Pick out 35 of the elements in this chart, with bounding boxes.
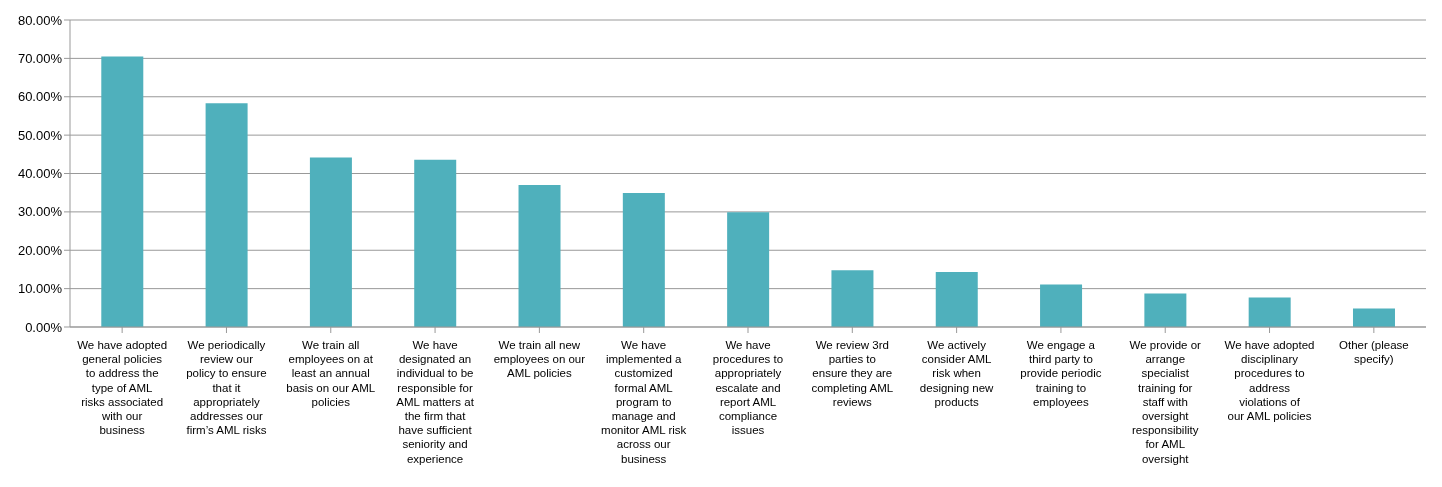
x-tick-label: We periodically review our policy to ensure that it appropriately addresses our firm’s AML risks xyxy=(186,339,267,437)
bar xyxy=(622,193,665,327)
bar xyxy=(101,56,144,327)
x-tick-label: Other (please specify) xyxy=(1339,339,1409,366)
x-tick-label: We review 3rd parties to ensure they are completing AML reviews xyxy=(811,339,894,408)
x-tick-label: We have adopted disciplinary procedures to address violations of our AML policies xyxy=(1224,339,1315,422)
y-tick-label: 60.00% xyxy=(17,89,63,105)
y-tick-label: 40.00% xyxy=(17,166,63,182)
y-tick-label: 10.00% xyxy=(17,281,63,297)
bar xyxy=(935,272,978,327)
y-tick-label: 0.00% xyxy=(25,319,63,335)
bar xyxy=(309,157,352,327)
category-label: We have implemented a customized formal AML program to manage and monitor AML risk across our business xyxy=(601,339,687,465)
x-tick-label: We have procedures to appropriately escalate and report AML compliance issues xyxy=(712,339,784,437)
y-tick-label: 80.00% xyxy=(17,12,63,28)
y-tick-label: 30.00% xyxy=(17,204,63,220)
y-tick-label: 70.00% xyxy=(17,50,63,66)
category-label: We provide or arrange specialist training for staff with oversight responsibility for AML oversight xyxy=(1129,339,1201,465)
x-tick-label: We engage a third party to provide periodic training to employees xyxy=(1020,339,1102,408)
x-tick-label: We train all new employees on our AML policies xyxy=(493,339,586,380)
y-tick-label: 20.00% xyxy=(17,242,63,258)
y-tick-label: 50.00% xyxy=(17,127,63,143)
bar xyxy=(1040,284,1083,327)
x-tick-label: We train all employees on at least an annual basis on our AML policies xyxy=(286,339,376,408)
bar xyxy=(1248,297,1291,327)
bar xyxy=(831,270,874,327)
bar xyxy=(518,185,561,327)
bar xyxy=(1144,293,1187,327)
category-label: We have designated an individual to be responsible for AML matters at the firm that have sufficient seniority and experience xyxy=(396,339,474,465)
bar xyxy=(205,103,248,327)
bar xyxy=(1352,308,1395,327)
bar xyxy=(727,212,770,327)
x-tick-label: We have adopted general policies to address the type of AML risks associated with our business xyxy=(77,339,168,437)
x-tick-label: We actively consider AML risk when designing new products xyxy=(919,339,995,408)
bar xyxy=(414,159,457,327)
